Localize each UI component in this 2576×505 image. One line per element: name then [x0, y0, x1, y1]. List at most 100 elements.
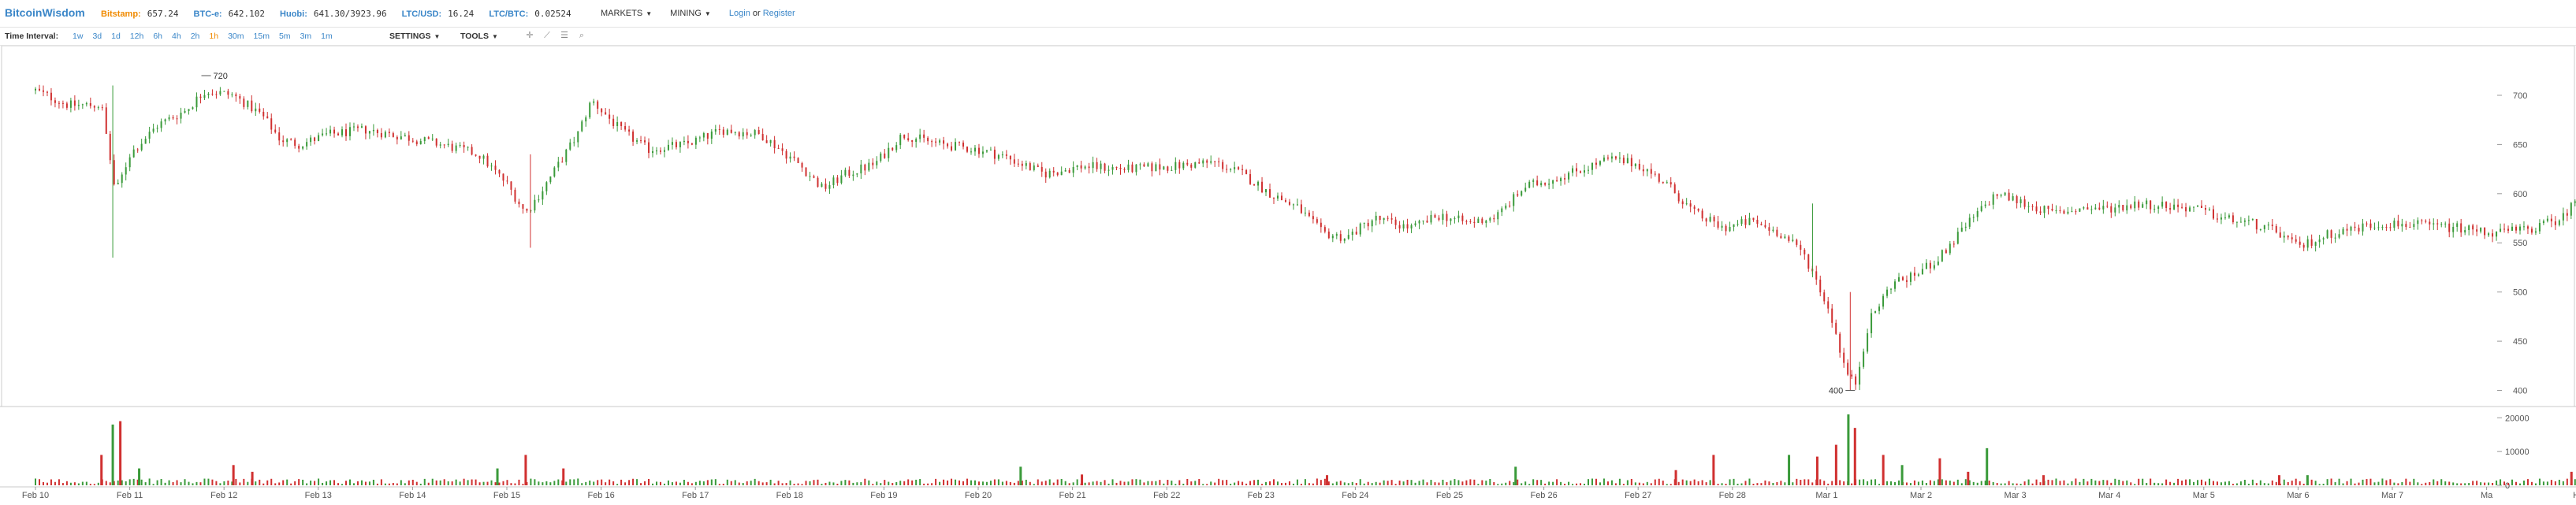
- time-tick-label: Feb 14: [399, 491, 426, 500]
- candle-body: [2460, 223, 2462, 233]
- volume-bar: [1174, 484, 1177, 485]
- candle-body: [1807, 254, 1810, 269]
- candle-body: [1972, 217, 1975, 218]
- interval-30m[interactable]: 30m: [228, 32, 244, 41]
- interval-1w[interactable]: 1w: [73, 32, 84, 41]
- candle-body: [655, 150, 657, 152]
- candle-body: [1001, 154, 1003, 156]
- candle-body: [698, 137, 701, 139]
- volume-bar: [825, 482, 827, 485]
- candle-body: [1646, 169, 1648, 172]
- volume-bar: [2271, 480, 2273, 485]
- volume-bar: [2150, 478, 2152, 485]
- logo[interactable]: BitcoinWisdom: [5, 6, 85, 19]
- ticker-ltc-btc[interactable]: LTC/BTC: 0.02524: [489, 9, 571, 19]
- volume-bar: [243, 478, 245, 485]
- login-link[interactable]: Login: [728, 9, 750, 18]
- interval-5m[interactable]: 5m: [278, 32, 291, 41]
- candle-body: [2000, 195, 2002, 196]
- interval-2h[interactable]: 2h: [190, 32, 200, 41]
- interval-1d[interactable]: 1d: [111, 32, 121, 41]
- volume-bar: [475, 479, 477, 485]
- mining-menu[interactable]: MINING ▼: [670, 9, 711, 18]
- interval-1m[interactable]: 1m: [321, 32, 333, 41]
- interval-3d[interactable]: 3d: [92, 32, 102, 41]
- volume-bar: [2212, 481, 2214, 485]
- settings-menu[interactable]: SETTINGS ▼: [389, 32, 440, 41]
- candle-body: [1052, 170, 1055, 173]
- candle-body: [1835, 322, 1837, 334]
- interval-15m[interactable]: 15m: [253, 32, 270, 41]
- volume-bar: [1853, 428, 1856, 485]
- volume-bar: [344, 481, 347, 485]
- candle-body: [966, 147, 968, 152]
- candle-body: [109, 133, 111, 161]
- ticker-btce[interactable]: BTC-e: 642.102: [194, 9, 265, 19]
- candle-body: [1442, 214, 1444, 221]
- volume-bar: [85, 481, 87, 485]
- volume-bar: [1913, 480, 1915, 485]
- horizontal-line-icon[interactable]: ☰: [560, 31, 568, 40]
- candle-body: [1100, 163, 1102, 169]
- candle-body: [2008, 192, 2010, 201]
- volume-bar: [758, 481, 760, 485]
- candle-body: [2484, 227, 2486, 236]
- candle-body: [2295, 239, 2297, 242]
- candle-body: [1776, 229, 1778, 236]
- candle-body: [1513, 194, 1515, 206]
- register-link[interactable]: Register: [762, 9, 795, 18]
- tools-menu[interactable]: TOOLS ▼: [460, 32, 498, 41]
- candle-body: [318, 135, 320, 141]
- ticker-label: Bitstamp:: [101, 9, 141, 19]
- ticker-ltc-usd[interactable]: LTC/USD: 16.24: [402, 9, 475, 19]
- volume-bar: [310, 481, 312, 485]
- candle-body: [1147, 163, 1149, 167]
- candle-body: [1040, 166, 1043, 172]
- ticker-bitstamp[interactable]: Bitstamp: 657.24: [101, 9, 178, 19]
- candle-body: [2492, 233, 2494, 237]
- volume-bar: [152, 484, 154, 485]
- candle-body: [270, 118, 273, 130]
- volume-bar: [1206, 484, 1208, 485]
- volume-bar: [801, 484, 803, 485]
- interval-1h[interactable]: 1h: [209, 32, 219, 41]
- crosshair-icon[interactable]: ✛: [526, 31, 534, 40]
- fib-tool-icon[interactable]: ⌕: [579, 31, 585, 40]
- volume-bar: [262, 483, 265, 485]
- volume-bar: [1414, 482, 1416, 485]
- volume-bar: [435, 480, 437, 485]
- candle-body: [1339, 234, 1342, 241]
- volume-bar: [1642, 483, 1644, 485]
- candle-body: [419, 141, 422, 145]
- volume-bar: [895, 481, 898, 485]
- candle-body: [542, 191, 544, 200]
- volume-bar: [2538, 478, 2541, 485]
- volume-bar: [1331, 483, 1334, 485]
- candle-body: [498, 169, 501, 174]
- volume-bar: [955, 479, 957, 485]
- candle-body: [1886, 289, 1889, 296]
- markets-menu[interactable]: MARKETS ▼: [601, 9, 652, 18]
- price-chart[interactable]: 400 450 500 550 600 650 700 0 10000 20000 Feb 10 Fe…: [0, 46, 2576, 505]
- volume-bar: [2338, 478, 2340, 485]
- volume-bar: [864, 478, 866, 485]
- volume-tick-label: 0: [2505, 481, 2510, 491]
- interval-6h[interactable]: 6h: [153, 32, 163, 41]
- interval-4h[interactable]: 4h: [172, 32, 181, 41]
- interval-12h[interactable]: 12h: [129, 32, 144, 41]
- volume-bar: [809, 481, 811, 485]
- interval-3m[interactable]: 3m: [300, 32, 312, 41]
- line-tool-icon[interactable]: ⟋: [544, 31, 550, 40]
- volume-bar: [2291, 481, 2293, 485]
- volume-bar: [1618, 478, 1621, 485]
- candle-body: [526, 208, 528, 211]
- candle-body: [97, 107, 99, 109]
- ticker-huobi[interactable]: Huobi: 641.30/3923.96: [280, 9, 387, 19]
- volume-bar: [1967, 471, 1970, 485]
- candle-body: [2350, 226, 2352, 231]
- candle-body: [1076, 165, 1078, 167]
- candle-body: [2201, 206, 2203, 209]
- candle-body: [2086, 207, 2089, 210]
- volume-bar: [518, 479, 520, 485]
- candle-body: [899, 135, 902, 146]
